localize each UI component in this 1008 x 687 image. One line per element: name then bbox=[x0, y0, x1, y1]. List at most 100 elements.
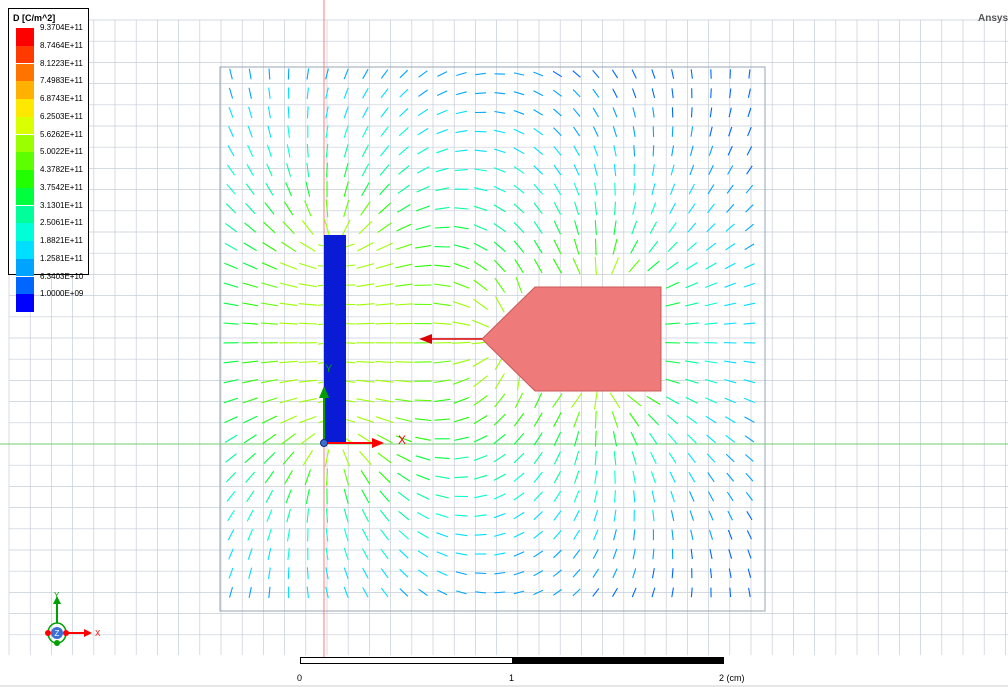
field-vector bbox=[533, 589, 544, 596]
field-vector bbox=[228, 567, 234, 579]
field-vector bbox=[493, 185, 506, 193]
field-vector bbox=[399, 107, 409, 117]
field-vector bbox=[452, 321, 471, 326]
field-vector bbox=[267, 106, 271, 119]
field-vector bbox=[417, 550, 429, 558]
field-vector bbox=[513, 492, 525, 501]
field-vector bbox=[690, 548, 693, 560]
field-vector bbox=[379, 509, 390, 522]
field-vector bbox=[493, 204, 506, 213]
field-vector bbox=[688, 183, 695, 195]
bar-conductor[interactable] bbox=[324, 235, 346, 444]
field-vector bbox=[398, 530, 409, 540]
field-vector bbox=[592, 548, 599, 560]
field-vector bbox=[436, 90, 448, 96]
field-vector bbox=[361, 163, 370, 177]
field-vector bbox=[552, 70, 562, 78]
field-vector bbox=[513, 222, 525, 234]
field-vector bbox=[632, 201, 637, 215]
field-vector bbox=[343, 199, 350, 217]
field-vector bbox=[724, 302, 737, 307]
field-vector bbox=[245, 183, 255, 196]
field-vector bbox=[631, 88, 637, 99]
field-vector bbox=[744, 435, 755, 443]
field-vector bbox=[513, 184, 525, 194]
field-vector bbox=[553, 183, 562, 196]
field-vector bbox=[455, 552, 468, 556]
field-vector bbox=[228, 126, 234, 138]
field-vector bbox=[343, 488, 349, 504]
field-vector bbox=[343, 468, 350, 486]
field-vector bbox=[594, 238, 597, 255]
field-vector bbox=[358, 220, 373, 235]
field-vector bbox=[704, 282, 718, 289]
legend-swatch bbox=[16, 223, 34, 241]
field-vector bbox=[325, 468, 329, 486]
field-vector bbox=[533, 432, 543, 446]
field-vector bbox=[414, 399, 432, 402]
field-vector bbox=[572, 588, 581, 597]
field-vector bbox=[684, 360, 699, 364]
field-vector bbox=[266, 144, 272, 158]
field-vector bbox=[592, 568, 600, 578]
scale-label-1: 1 bbox=[509, 673, 515, 683]
field-vector bbox=[474, 494, 488, 499]
field-vector bbox=[612, 88, 618, 98]
field-vector bbox=[285, 489, 292, 504]
field-vector bbox=[708, 145, 714, 156]
scale-bar bbox=[300, 657, 724, 664]
field-vector bbox=[227, 510, 235, 522]
field-vector bbox=[553, 549, 562, 559]
field-vector bbox=[725, 453, 735, 463]
axis-triad[interactable]: Z X Y bbox=[45, 591, 101, 646]
field-vector bbox=[452, 359, 471, 365]
field-vector bbox=[380, 88, 389, 99]
field-vector bbox=[325, 586, 329, 599]
field-vector bbox=[533, 471, 543, 483]
field-vector bbox=[380, 145, 390, 157]
field-vector bbox=[614, 490, 616, 503]
field-vector bbox=[417, 531, 429, 539]
field-vector bbox=[632, 107, 637, 118]
field-vector bbox=[286, 528, 291, 542]
field-vector bbox=[646, 395, 661, 405]
field-vector bbox=[611, 411, 619, 428]
field-vector bbox=[533, 412, 543, 427]
triad-ring-left bbox=[45, 630, 51, 636]
field-vector bbox=[553, 451, 561, 465]
field-vector bbox=[553, 108, 562, 117]
field-vector bbox=[279, 397, 298, 404]
field-vector bbox=[552, 393, 563, 408]
field-vector bbox=[285, 182, 293, 197]
field-vector bbox=[361, 144, 369, 158]
field-vector bbox=[493, 512, 506, 519]
field-vector bbox=[455, 149, 468, 153]
field-vector bbox=[594, 201, 598, 216]
field-vector bbox=[593, 490, 598, 503]
field-vector bbox=[572, 89, 581, 98]
field-vector bbox=[362, 87, 369, 99]
field-vector bbox=[357, 242, 374, 252]
field-vector bbox=[226, 490, 236, 502]
field-vector bbox=[325, 106, 329, 119]
field-vector bbox=[685, 262, 698, 270]
field-vector bbox=[246, 490, 255, 503]
field-vector bbox=[690, 69, 693, 79]
field-vector bbox=[226, 164, 236, 176]
field-vector bbox=[397, 491, 410, 502]
field-vector bbox=[553, 510, 562, 521]
field-vector bbox=[396, 453, 412, 463]
field-vector bbox=[260, 379, 278, 384]
field-vector bbox=[473, 375, 489, 388]
field-vector bbox=[747, 549, 752, 559]
field-vector bbox=[281, 433, 296, 445]
field-vector bbox=[689, 510, 695, 521]
field-vector bbox=[223, 397, 239, 404]
pentagon-conductor[interactable] bbox=[481, 286, 662, 392]
coordinate-axes: X Y bbox=[319, 363, 406, 448]
field-vector bbox=[456, 71, 467, 77]
legend-value: 9.3704E+11 bbox=[40, 23, 83, 32]
field-vector bbox=[631, 587, 637, 598]
field-vector bbox=[666, 261, 679, 271]
